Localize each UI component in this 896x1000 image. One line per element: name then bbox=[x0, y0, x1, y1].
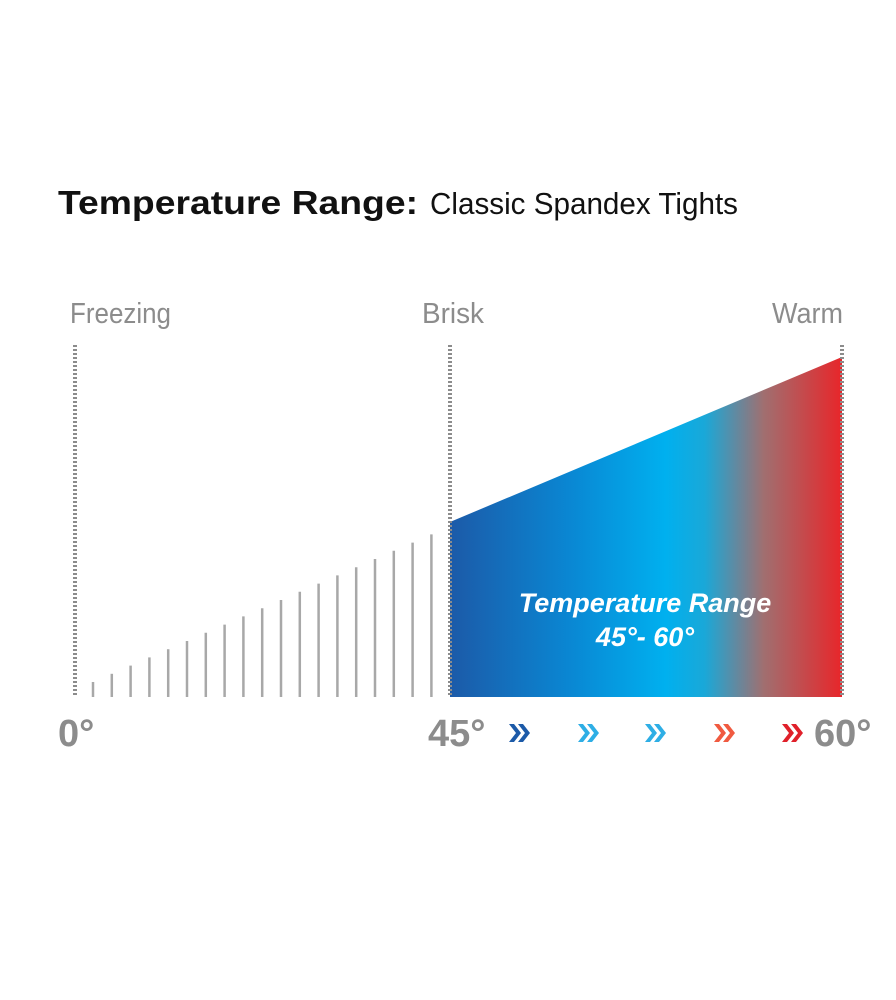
gray-bars bbox=[91, 534, 433, 697]
title: Temperature Range: bbox=[58, 184, 418, 221]
chevrons bbox=[509, 724, 803, 742]
scale-label: 0° bbox=[58, 713, 94, 755]
range-label: Temperature Range bbox=[519, 588, 772, 618]
zone-label: Warm bbox=[772, 298, 843, 330]
range-value: 45°- 60° bbox=[595, 622, 694, 652]
chevron bbox=[714, 724, 735, 742]
zone-label: Freezing bbox=[70, 298, 171, 330]
chevron bbox=[782, 724, 803, 742]
scale-label: 60° bbox=[814, 713, 871, 755]
chevron bbox=[578, 724, 599, 742]
subtitle: Classic Spandex Tights bbox=[430, 186, 738, 221]
chevron bbox=[509, 724, 530, 742]
chevron bbox=[645, 724, 666, 742]
scale-label: 45° bbox=[428, 713, 485, 755]
range-area bbox=[450, 357, 842, 697]
zone-label: Brisk bbox=[422, 298, 484, 330]
